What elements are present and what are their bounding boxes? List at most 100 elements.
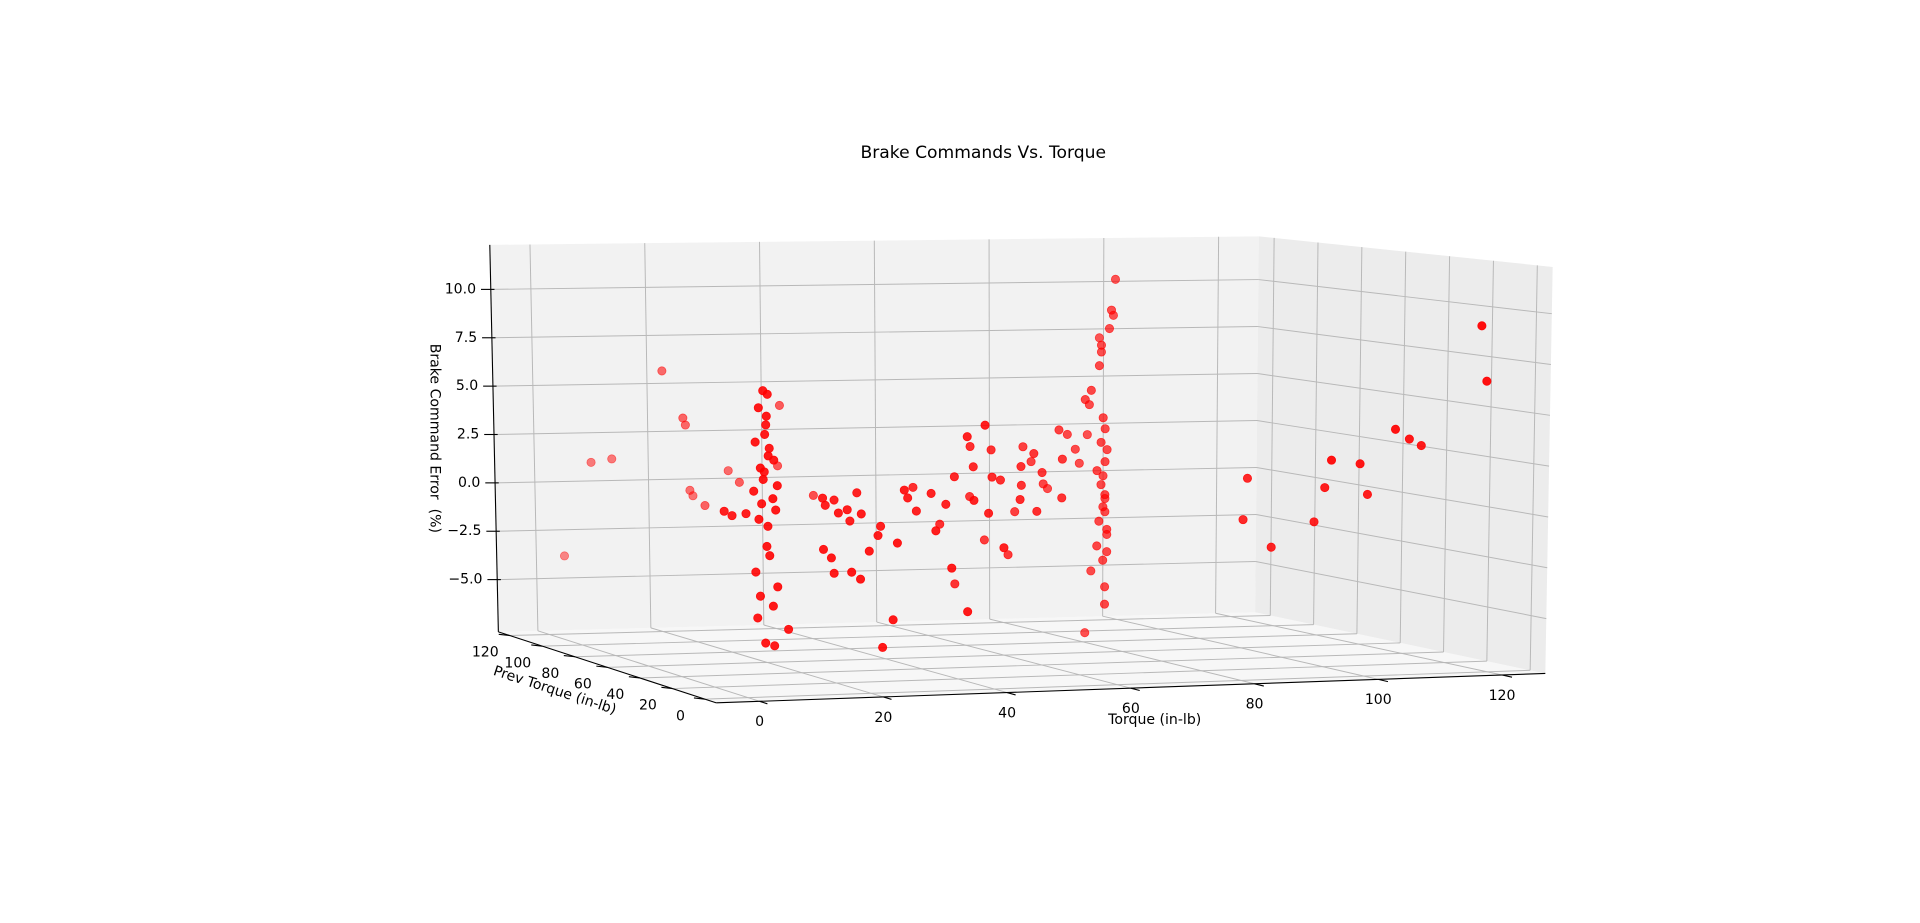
x-tick-label: 120 (1489, 688, 1516, 704)
data-point (1094, 333, 1104, 343)
data-point (1326, 455, 1337, 465)
grid-line (491, 326, 1258, 339)
x-tick-label: 80 (1246, 697, 1264, 713)
grid-line (1256, 467, 1549, 518)
z-tick-label: 2.5 (457, 427, 479, 443)
grid-line (1258, 279, 1552, 315)
data-point (784, 624, 794, 634)
data-point (1074, 458, 1084, 468)
y-tick-label: 60 (574, 676, 592, 692)
grid-line (574, 633, 1357, 658)
data-point (759, 467, 769, 477)
data-point (1390, 424, 1401, 434)
data-point (749, 486, 759, 496)
data-point (761, 638, 771, 648)
data-point (723, 466, 733, 476)
data-point (856, 574, 866, 584)
data-point (829, 495, 839, 505)
grid-line (672, 660, 1487, 690)
data-point (987, 472, 997, 482)
data-point (826, 553, 836, 563)
data-point (1482, 376, 1492, 386)
data-point (1096, 437, 1106, 447)
data-point (1094, 361, 1104, 371)
data-point (878, 642, 888, 652)
data-point (1100, 457, 1110, 467)
data-point (773, 461, 783, 471)
points (559, 274, 1492, 652)
data-point (1003, 550, 1013, 560)
data-point (772, 481, 782, 491)
data-point (833, 508, 843, 518)
data-point (1092, 541, 1102, 551)
data-point (1100, 582, 1110, 592)
data-point (1104, 324, 1115, 334)
z-axis-line (489, 244, 499, 632)
data-point (1032, 506, 1042, 516)
data-point (842, 505, 852, 515)
data-point (1016, 461, 1026, 472)
data-point (1102, 529, 1112, 539)
data-point (947, 563, 957, 573)
grid-line (1269, 237, 1275, 616)
data-point (768, 601, 778, 611)
data-point (1010, 507, 1020, 517)
data-point (1238, 515, 1248, 525)
grid-line (490, 279, 1259, 290)
data-point (1098, 555, 1108, 565)
data-point (899, 485, 909, 495)
data-point (1108, 310, 1118, 320)
data-point (751, 567, 761, 577)
data-point (962, 432, 972, 442)
data-point (764, 443, 774, 453)
data-point (965, 491, 975, 502)
data-point (808, 490, 818, 500)
grid-line (607, 642, 1401, 668)
y-tick-label: 80 (541, 666, 559, 682)
grid-line (1256, 420, 1550, 467)
data-point (559, 551, 570, 561)
data-point (1094, 516, 1104, 526)
z-tick-label: −5.0 (448, 572, 482, 588)
data-point (1309, 517, 1319, 527)
data-point (968, 462, 978, 472)
data-point (1242, 473, 1252, 483)
data-point (864, 546, 874, 556)
grid-line (1356, 247, 1363, 634)
y-tick-label: 100 (504, 655, 531, 671)
data-point (765, 551, 775, 561)
data-point (750, 437, 760, 447)
data-point (1098, 471, 1108, 481)
grid-line (1443, 256, 1451, 653)
grid-line (1255, 514, 1548, 569)
x-tick-label: 0 (755, 714, 764, 730)
data-point (762, 389, 772, 399)
data-point (1026, 457, 1036, 467)
z-tick-label: 10.0 (445, 281, 476, 297)
data-point (760, 429, 770, 439)
data-point (1099, 599, 1110, 609)
data-point (963, 607, 973, 617)
data-point (1018, 442, 1028, 452)
grid-line (1255, 561, 1547, 620)
data-point (754, 514, 764, 524)
data-point (680, 420, 690, 430)
data-point (926, 488, 936, 498)
grid-line (509, 614, 1271, 637)
data-point (949, 472, 959, 482)
side-pane (1255, 236, 1553, 674)
data-point (931, 526, 941, 536)
grid-line (495, 467, 1257, 484)
z-tick-label: −2.5 (447, 523, 481, 539)
data-point (888, 615, 898, 625)
data-point (734, 477, 744, 487)
data-point (908, 482, 918, 492)
grid-line (492, 373, 1258, 387)
data-point (852, 488, 862, 498)
data-point (1266, 542, 1276, 552)
data-point (586, 457, 596, 467)
data-point (820, 500, 830, 510)
data-point (607, 454, 617, 464)
y-tick-label: 0 (676, 708, 685, 724)
